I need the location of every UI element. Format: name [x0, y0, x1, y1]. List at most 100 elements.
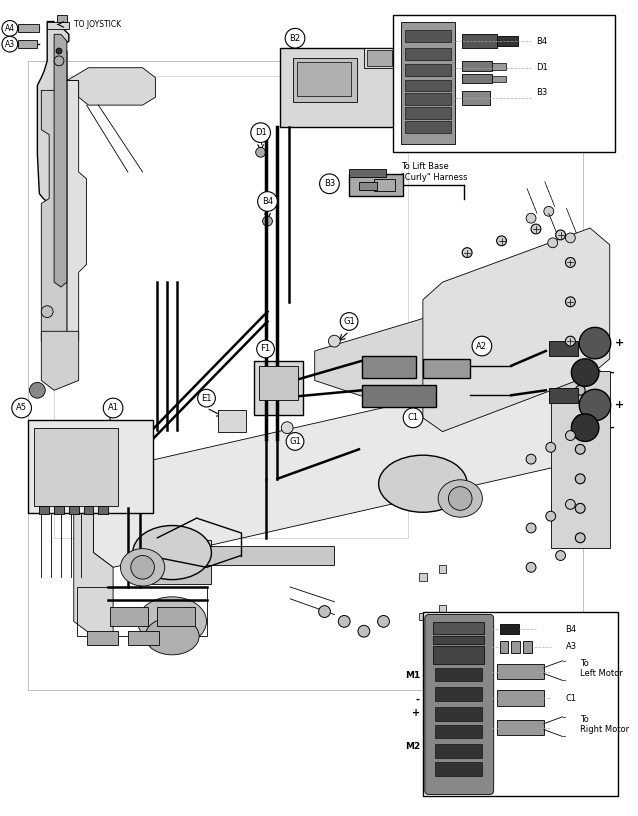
Ellipse shape: [145, 618, 199, 655]
Text: B1: B1: [486, 33, 497, 42]
Bar: [419, 613, 427, 620]
Circle shape: [565, 258, 575, 268]
Bar: [57, 15, 67, 23]
Bar: [87, 632, 118, 645]
Circle shape: [320, 174, 339, 193]
Circle shape: [251, 122, 271, 143]
Polygon shape: [41, 81, 67, 351]
Text: A1: A1: [108, 403, 119, 413]
Bar: [423, 611, 618, 796]
Text: +: +: [615, 338, 624, 348]
Text: B3: B3: [536, 88, 547, 97]
Circle shape: [526, 562, 536, 572]
Bar: [297, 62, 351, 96]
Circle shape: [526, 455, 536, 464]
Bar: [158, 606, 195, 627]
Bar: [433, 623, 484, 634]
Text: B4: B4: [565, 625, 577, 634]
Circle shape: [565, 336, 575, 346]
Bar: [362, 356, 416, 378]
Circle shape: [329, 335, 340, 347]
Circle shape: [340, 313, 358, 330]
Text: B3: B3: [324, 180, 335, 188]
Bar: [405, 48, 452, 60]
Circle shape: [29, 383, 45, 398]
Text: To Lift Base: To Lift Base: [401, 162, 449, 171]
Circle shape: [572, 414, 599, 441]
Bar: [551, 370, 610, 548]
Bar: [405, 107, 452, 119]
Bar: [433, 646, 484, 663]
Circle shape: [579, 327, 611, 359]
Bar: [18, 24, 40, 33]
Bar: [18, 40, 38, 48]
Bar: [492, 63, 507, 69]
Circle shape: [544, 206, 554, 216]
Circle shape: [575, 415, 585, 424]
Circle shape: [565, 499, 575, 509]
Bar: [401, 23, 456, 144]
Text: -: -: [416, 695, 420, 705]
Bar: [496, 720, 544, 735]
Ellipse shape: [438, 480, 482, 517]
Bar: [500, 641, 508, 653]
Bar: [405, 30, 452, 42]
Circle shape: [579, 389, 611, 421]
Bar: [40, 507, 49, 514]
Bar: [433, 636, 484, 644]
Bar: [152, 539, 211, 584]
Bar: [496, 690, 544, 706]
Bar: [254, 361, 303, 415]
Bar: [434, 725, 482, 738]
Bar: [394, 73, 398, 83]
Text: A3: A3: [4, 40, 15, 49]
Polygon shape: [93, 361, 610, 567]
Text: D1: D1: [255, 128, 267, 137]
Bar: [374, 179, 396, 191]
Circle shape: [198, 389, 216, 407]
Bar: [549, 388, 578, 403]
Bar: [359, 182, 376, 189]
Bar: [434, 687, 482, 701]
Text: A5: A5: [16, 403, 27, 413]
Bar: [496, 36, 518, 46]
Polygon shape: [67, 81, 87, 341]
Bar: [492, 76, 507, 82]
Circle shape: [575, 474, 585, 484]
Bar: [434, 744, 482, 758]
Ellipse shape: [133, 526, 211, 579]
Bar: [258, 366, 298, 400]
Circle shape: [286, 432, 304, 450]
Text: C1: C1: [565, 694, 577, 703]
Ellipse shape: [121, 548, 165, 586]
Bar: [462, 73, 492, 83]
Circle shape: [263, 216, 272, 226]
Circle shape: [2, 20, 18, 36]
Circle shape: [338, 615, 350, 628]
Circle shape: [131, 556, 154, 579]
Bar: [434, 762, 482, 776]
Text: A3: A3: [565, 642, 577, 651]
Polygon shape: [74, 489, 113, 636]
Circle shape: [56, 48, 62, 54]
Circle shape: [103, 398, 123, 418]
Text: F1: F1: [260, 344, 271, 353]
Text: To: To: [580, 716, 589, 725]
Bar: [54, 76, 408, 538]
Polygon shape: [315, 292, 531, 400]
Bar: [462, 61, 492, 71]
Text: TO JOYSTICK: TO JOYSTICK: [74, 20, 121, 29]
Bar: [500, 624, 519, 634]
Polygon shape: [41, 331, 78, 390]
Circle shape: [526, 213, 536, 223]
Bar: [438, 605, 447, 613]
Bar: [47, 21, 69, 29]
Circle shape: [575, 445, 585, 455]
Text: -: -: [609, 423, 614, 432]
Bar: [394, 15, 614, 153]
Circle shape: [482, 29, 501, 48]
Polygon shape: [38, 21, 69, 287]
Text: G1: G1: [343, 317, 355, 326]
Ellipse shape: [378, 455, 467, 512]
Text: Right Motor: Right Motor: [580, 725, 629, 734]
